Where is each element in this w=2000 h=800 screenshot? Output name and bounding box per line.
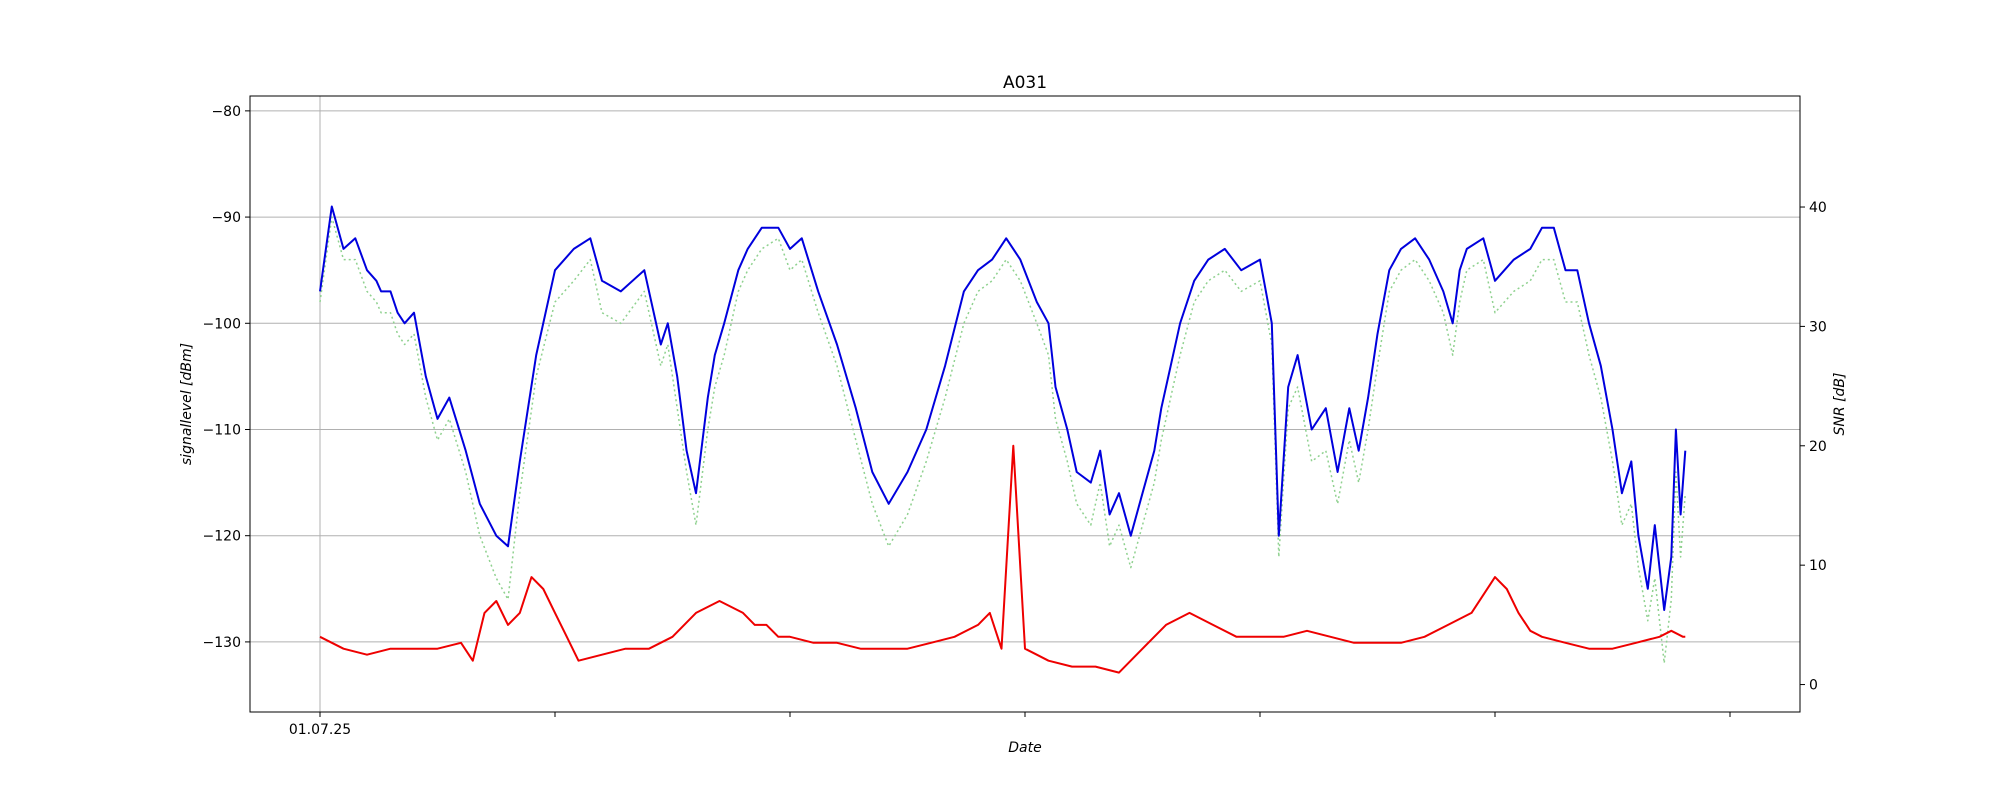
left-y-tick-label: −90 [211, 210, 241, 226]
left-y-axis: −80 −90 −100 −110 −120 −130 [203, 104, 250, 651]
right-y-tick-label: 20 [1809, 439, 1827, 455]
x-axis: 01.07.25 [289, 712, 1731, 738]
series-line-signallevel [319, 205, 1687, 611]
series-layer [319, 205, 1687, 674]
x-axis-label: Date [1008, 740, 1041, 756]
left-y-tick-label: −120 [203, 529, 241, 545]
right-y-tick-label: 30 [1809, 319, 1827, 335]
chart-title: A031 [1003, 73, 1047, 93]
left-y-tick-label: −100 [203, 316, 241, 332]
right-y-axis: 0 10 20 30 40 [1800, 200, 1827, 694]
series-line-signallevel-alternate- [319, 216, 1687, 664]
right-y-axis-label: SNR [dB] [1832, 373, 1848, 436]
left-y-axis-label: signallevel [dBm] [179, 343, 195, 465]
left-y-tick-label: −80 [211, 104, 241, 120]
right-y-tick-label: 40 [1809, 200, 1827, 216]
right-y-tick-label: 10 [1809, 558, 1827, 574]
series-line-snr [319, 444, 1686, 674]
x-tick-label: 01.07.25 [289, 722, 351, 738]
left-y-tick-label: −130 [203, 635, 241, 651]
left-y-tick-label: −110 [203, 422, 241, 438]
right-y-tick-label: 0 [1809, 678, 1818, 694]
